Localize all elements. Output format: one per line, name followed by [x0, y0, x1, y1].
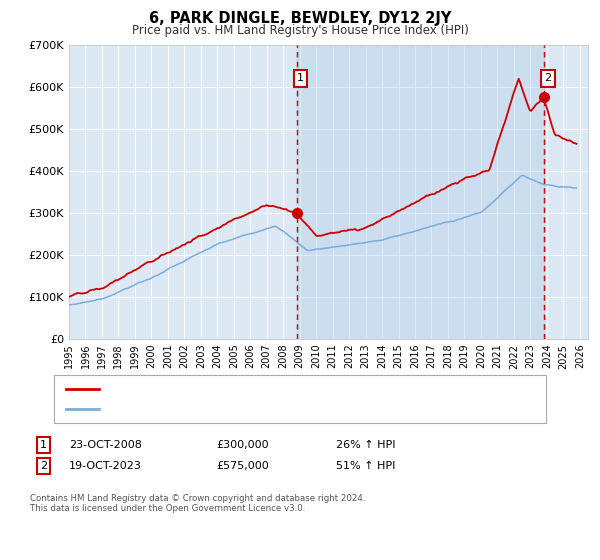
- Text: 51% ↑ HPI: 51% ↑ HPI: [336, 461, 395, 471]
- Text: 2: 2: [40, 461, 47, 471]
- Text: This data is licensed under the Open Government Licence v3.0.: This data is licensed under the Open Gov…: [30, 504, 305, 513]
- Text: 6, PARK DINGLE, BEWDLEY, DY12 2JY (detached house): 6, PARK DINGLE, BEWDLEY, DY12 2JY (detac…: [105, 385, 392, 394]
- Text: 26% ↑ HPI: 26% ↑ HPI: [336, 440, 395, 450]
- Text: 19-OCT-2023: 19-OCT-2023: [69, 461, 142, 471]
- Bar: [296, 45, 544, 339]
- Text: 2: 2: [544, 73, 551, 83]
- Text: £300,000: £300,000: [216, 440, 269, 450]
- Text: 1: 1: [297, 73, 304, 83]
- Text: Contains HM Land Registry data © Crown copyright and database right 2024.: Contains HM Land Registry data © Crown c…: [30, 494, 365, 503]
- Text: 1: 1: [40, 440, 47, 450]
- Text: £575,000: £575,000: [216, 461, 269, 471]
- Text: Price paid vs. HM Land Registry's House Price Index (HPI): Price paid vs. HM Land Registry's House …: [131, 24, 469, 36]
- Text: 6, PARK DINGLE, BEWDLEY, DY12 2JY: 6, PARK DINGLE, BEWDLEY, DY12 2JY: [149, 11, 451, 26]
- Text: HPI: Average price, detached house, Wyre Forest: HPI: Average price, detached house, Wyre…: [105, 404, 360, 414]
- Text: 23-OCT-2008: 23-OCT-2008: [69, 440, 142, 450]
